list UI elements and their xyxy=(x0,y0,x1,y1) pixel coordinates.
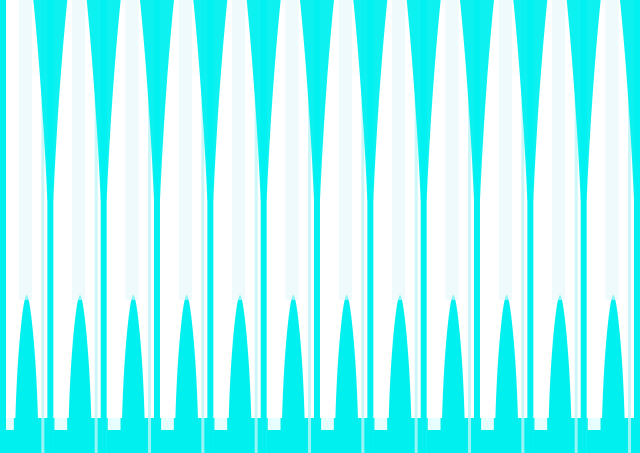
vertical-stripe xyxy=(527,0,534,453)
pale-wash xyxy=(72,0,86,300)
pale-wash xyxy=(392,0,406,300)
wave-peak xyxy=(601,295,626,453)
wave-peak xyxy=(281,295,306,453)
top-tongue xyxy=(513,0,548,200)
light-stripe xyxy=(308,0,311,453)
pale-wash xyxy=(338,0,352,300)
top-tongue xyxy=(300,0,334,200)
pale-wash xyxy=(178,0,192,300)
top-tongue xyxy=(140,0,174,200)
light-stripe xyxy=(414,0,418,453)
pale-wash xyxy=(125,0,139,300)
vertical-stripe xyxy=(420,0,427,453)
wave-peak xyxy=(334,295,359,453)
vertical-stripe xyxy=(154,0,160,453)
top-tongue xyxy=(406,0,441,200)
wave-valley xyxy=(161,330,174,430)
wave-peak xyxy=(14,295,39,453)
wave-peak xyxy=(174,295,199,453)
top-tongue xyxy=(460,0,494,200)
wave-valley xyxy=(54,330,68,430)
vertical-stripe xyxy=(474,0,480,453)
pale-wash xyxy=(498,0,512,300)
pale-wash xyxy=(552,0,566,300)
light-stripe xyxy=(628,0,631,453)
wave-peak xyxy=(68,295,92,453)
top-tongue xyxy=(33,0,68,200)
wave-valley xyxy=(321,330,334,430)
left-edge-stripe xyxy=(0,0,6,453)
vertical-stripe xyxy=(100,0,107,453)
light-stripe xyxy=(361,0,365,453)
vertical-stripe xyxy=(207,0,214,453)
top-tongue xyxy=(193,0,228,200)
pale-wash xyxy=(285,0,299,300)
pale-wash xyxy=(445,0,459,300)
wave-valley xyxy=(534,330,548,430)
wave-valley xyxy=(267,330,281,430)
top-tongue xyxy=(620,0,640,200)
top-tongue xyxy=(353,0,388,200)
wave-valley xyxy=(214,330,228,430)
vertical-stripe xyxy=(260,0,267,453)
wave-valley xyxy=(107,330,121,430)
wave-valley xyxy=(481,330,494,430)
light-stripe xyxy=(468,0,471,453)
top-tongue xyxy=(246,0,281,200)
wave-valley xyxy=(427,330,441,430)
light-stripe xyxy=(521,0,525,453)
light-stripe xyxy=(254,0,258,453)
wave-valley xyxy=(374,330,388,430)
wave-peak xyxy=(121,295,146,453)
wave-peak xyxy=(228,295,252,453)
vertical-stripe xyxy=(314,0,320,453)
light-stripe xyxy=(201,0,205,453)
top-tongue xyxy=(566,0,601,200)
pale-wash xyxy=(605,0,619,300)
vertical-stripe xyxy=(367,0,374,453)
pale-wash xyxy=(232,0,246,300)
top-tongue xyxy=(86,0,121,200)
wave-peak xyxy=(388,295,412,453)
wave-peak xyxy=(548,295,572,453)
vertical-stripe xyxy=(580,0,587,453)
light-stripe xyxy=(574,0,578,453)
wave-peak xyxy=(494,295,519,453)
wave-peak xyxy=(441,295,466,453)
light-stripe xyxy=(94,0,98,453)
pale-wash xyxy=(18,0,32,300)
vertical-stripe xyxy=(47,0,54,453)
vertical-stripe xyxy=(634,0,640,453)
wave-valley xyxy=(587,330,601,430)
light-stripe xyxy=(148,0,151,453)
light-stripe xyxy=(41,0,45,453)
